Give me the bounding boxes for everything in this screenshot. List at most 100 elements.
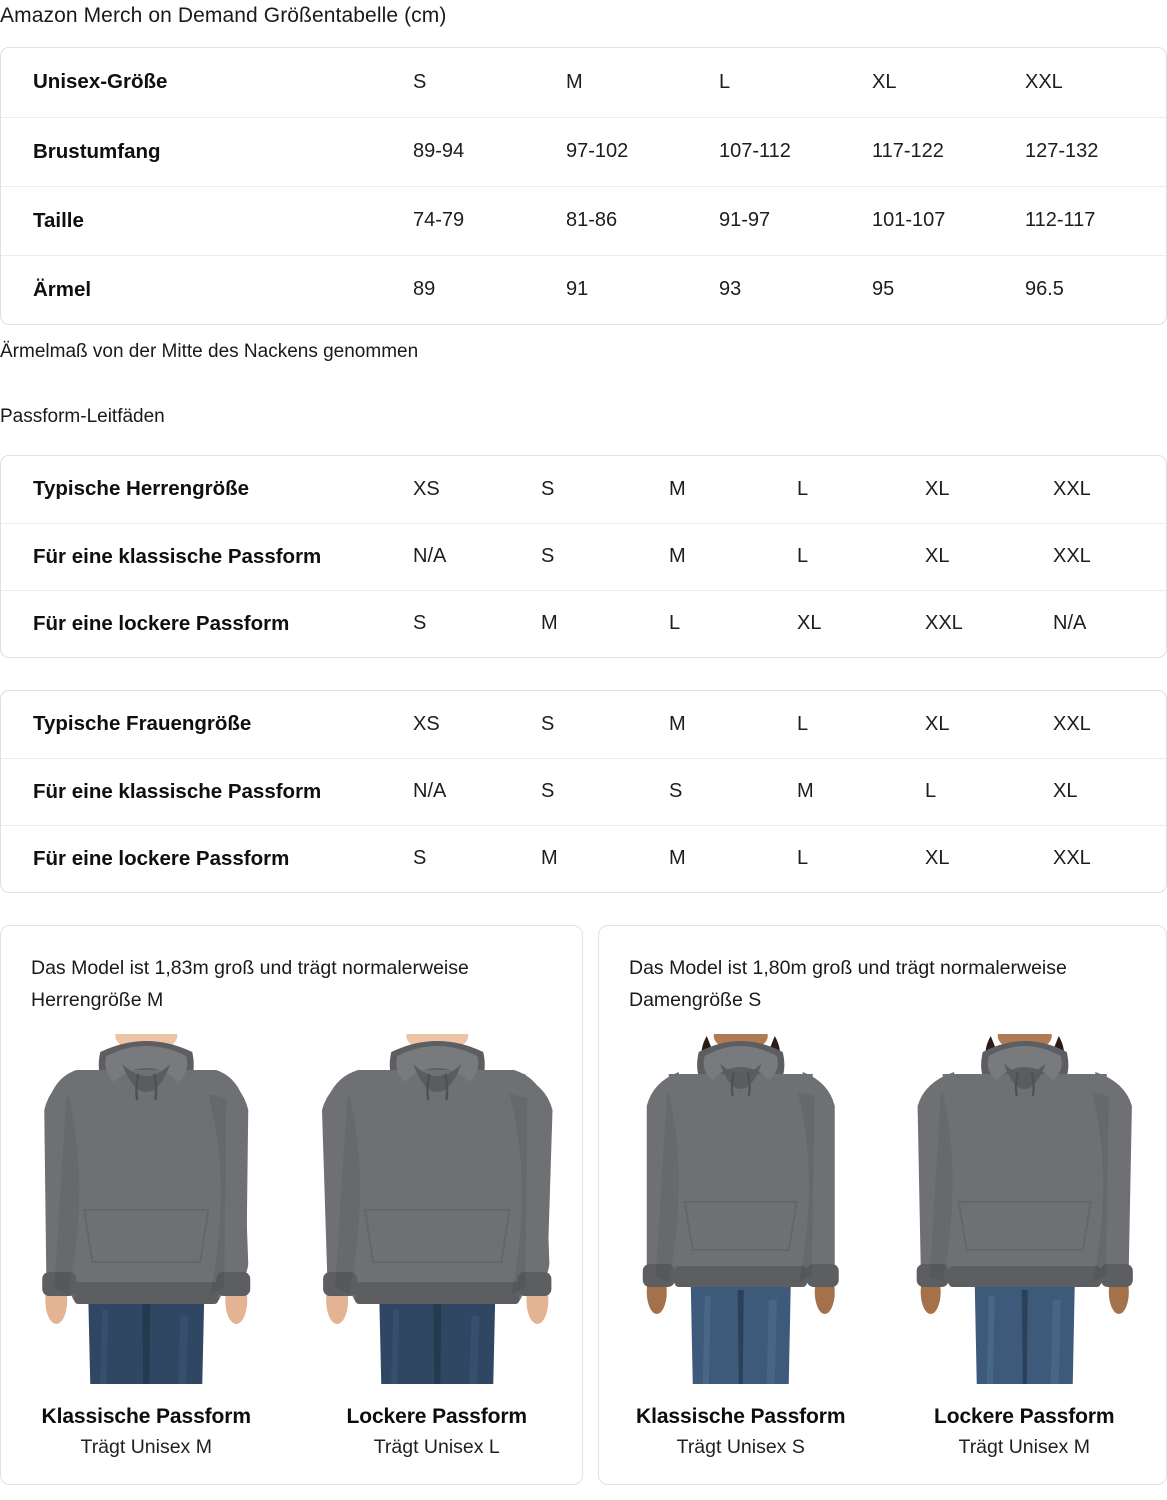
table-cell: L <box>925 757 1053 825</box>
womens-fit-guide: Typische Frauengröße XS S M L XL XXL Für eine k… <box>0 690 1167 893</box>
table-row-header: Typische Frauengröße XS S M L XL XXL <box>1 691 1166 758</box>
table-row-label: Für eine lockere Passform <box>1 824 413 892</box>
table-cell: 97-102 <box>566 116 719 186</box>
table-cell: N/A <box>413 757 541 825</box>
table-cell: 91 <box>566 254 719 324</box>
table-row-label: Ärmel <box>1 254 413 324</box>
male-model-figure-row <box>1 1034 582 1384</box>
table-row-label: Typische Herrengröße <box>33 477 250 501</box>
table-cell: M <box>797 757 925 825</box>
table-cell: 117-122 <box>872 116 1025 186</box>
size-header-cell: XXL <box>1053 712 1091 735</box>
male-hoodie-relaxed-fit-photo <box>321 1034 553 1384</box>
table-cell: S <box>541 757 669 825</box>
table-cell: 112-117 <box>1025 185 1166 255</box>
table-row-header: Unisex-Größe S M L XL XXL <box>1 48 1166 117</box>
table-cell: M <box>669 522 797 590</box>
size-header-cell: XXL <box>1053 477 1091 500</box>
female-model-caption: Das Model ist 1,80m groß und trägt norma… <box>629 957 1067 1011</box>
size-header-cell: S <box>541 712 555 735</box>
fit-label-subtitle: Trägt Unisex M <box>80 1436 212 1458</box>
mens-fit-guide-table: Typische Herrengröße XS S M L XL XXL Für eine k… <box>1 456 1166 657</box>
table-cell: 89-94 <box>413 116 566 186</box>
fit-label-group: Lockere Passform Trägt Unisex M <box>883 1402 1167 1462</box>
fit-label-subtitle: Trägt Unisex M <box>958 1436 1090 1458</box>
table-cell: 127-132 <box>1025 116 1166 186</box>
table-cell: XL <box>1053 757 1166 825</box>
table-cell: L <box>797 824 925 892</box>
size-header-cell: XXL <box>1025 70 1063 93</box>
male-hoodie-relaxed-fit-photo <box>292 1034 583 1384</box>
table-row: Für eine klassische Passform N/A S M L XL XXL <box>1 522 1166 590</box>
table-cell: 93 <box>719 254 872 324</box>
size-header-cell: XL <box>872 70 897 93</box>
fit-label-subtitle: Trägt Unisex S <box>676 1436 805 1458</box>
fit-label-group: Klassische Passform Trägt Unisex M <box>1 1402 292 1462</box>
size-header-cell: M <box>669 712 686 735</box>
table-row-label: Für eine lockere Passform <box>1 589 413 657</box>
female-hoodie-classic-fit-photo <box>642 1034 839 1384</box>
fit-label-subtitle: Trägt Unisex L <box>373 1436 500 1458</box>
sleeve-measurement-note: Ärmelmaß von der Mitte des Nackens genom… <box>0 341 419 362</box>
table-cell: 91-97 <box>719 185 872 255</box>
fit-guide-heading: Passform-Leitfäden <box>0 406 165 427</box>
mens-fit-guide: Typische Herrengröße XS S M L XL XXL Für eine k… <box>0 455 1167 658</box>
table-row-label: Typische Frauengröße <box>33 712 252 736</box>
table-cell: XXL <box>1053 522 1166 590</box>
table-cell: 107-112 <box>719 116 872 186</box>
female-model-card: Das Model ist 1,80m groß und trägt norma… <box>598 925 1167 1485</box>
table-cell: 81-86 <box>566 185 719 255</box>
fit-label-title: Klassische Passform <box>636 1405 846 1428</box>
table-cell: L <box>797 522 925 590</box>
table-cell: L <box>669 589 797 657</box>
table-cell: S <box>413 824 541 892</box>
table-cell: XL <box>925 824 1053 892</box>
table-row: Brustumfang 89-94 97-102 107-112 117-122 127-… <box>1 116 1166 186</box>
size-header-cell: M <box>669 477 686 500</box>
table-row: Taille 74-79 81-86 91-97 101-107 112-117 <box>1 185 1166 255</box>
table-cell: N/A <box>413 522 541 590</box>
male-model-card: Das Model ist 1,83m groß und trägt norma… <box>0 925 583 1485</box>
table-row-label: Für eine klassische Passform <box>1 522 413 590</box>
table-cell: XL <box>797 589 925 657</box>
table-cell: N/A <box>1053 589 1166 657</box>
page-title: Amazon Merch on Demand Größentabelle (cm… <box>0 4 447 27</box>
unisex-size-chart: Unisex-Größe S M L XL XXL Brustumfang 89-94 97-1… <box>0 47 1167 325</box>
table-row-label: Taille <box>1 185 413 255</box>
table-cell: XXL <box>925 589 1053 657</box>
table-row-label: Für eine klassische Passform <box>1 757 413 825</box>
size-header-cell: XL <box>925 477 950 500</box>
table-row: Für eine lockere Passform S M L XL XXL N/A <box>1 589 1166 657</box>
table-cell: 96.5 <box>1025 254 1166 324</box>
female-hoodie-classic-fit-photo <box>599 1034 883 1384</box>
table-cell: S <box>413 589 541 657</box>
table-row: Für eine klassische Passform N/A S S M L XL <box>1 757 1166 825</box>
female-model-figure-row <box>599 1034 1166 1384</box>
table-cell: S <box>669 757 797 825</box>
size-header-cell: S <box>541 477 555 500</box>
table-cell: 89 <box>413 254 566 324</box>
table-cell: XXL <box>1053 824 1166 892</box>
fit-label-group: Klassische Passform Trägt Unisex S <box>599 1402 883 1462</box>
table-cell: 74-79 <box>413 185 566 255</box>
table-cell: XL <box>925 522 1053 590</box>
male-hoodie-classic-fit-photo <box>42 1034 251 1384</box>
female-model-fit-labels: Klassische Passform Trägt Unisex S Lockere… <box>599 1402 1166 1462</box>
female-hoodie-relaxed-fit-photo <box>883 1034 1167 1384</box>
table-cell: M <box>541 589 669 657</box>
fit-label-group: Lockere Passform Trägt Unisex L <box>292 1402 583 1462</box>
table-cell: 95 <box>872 254 1025 324</box>
table-row-label: Unisex-Größe <box>33 70 168 94</box>
womens-fit-guide-table: Typische Frauengröße XS S M L XL XXL Für eine k… <box>1 691 1166 892</box>
size-header-cell: M <box>566 70 583 93</box>
table-cell: M <box>669 824 797 892</box>
male-hoodie-classic-fit-photo <box>1 1034 292 1384</box>
male-model-fit-labels: Klassische Passform Trägt Unisex M Lockere… <box>1 1402 582 1462</box>
size-header-cell: L <box>797 712 809 735</box>
table-row-header: Typische Herrengröße XS S M L XL XXL <box>1 456 1166 523</box>
size-header-cell: L <box>797 477 809 500</box>
table-row: Ärmel 89 91 93 95 96.5 <box>1 254 1166 324</box>
table-cell: M <box>541 824 669 892</box>
table-row: Für eine lockere Passform S M M L XL XXL <box>1 824 1166 892</box>
table-cell: S <box>541 522 669 590</box>
